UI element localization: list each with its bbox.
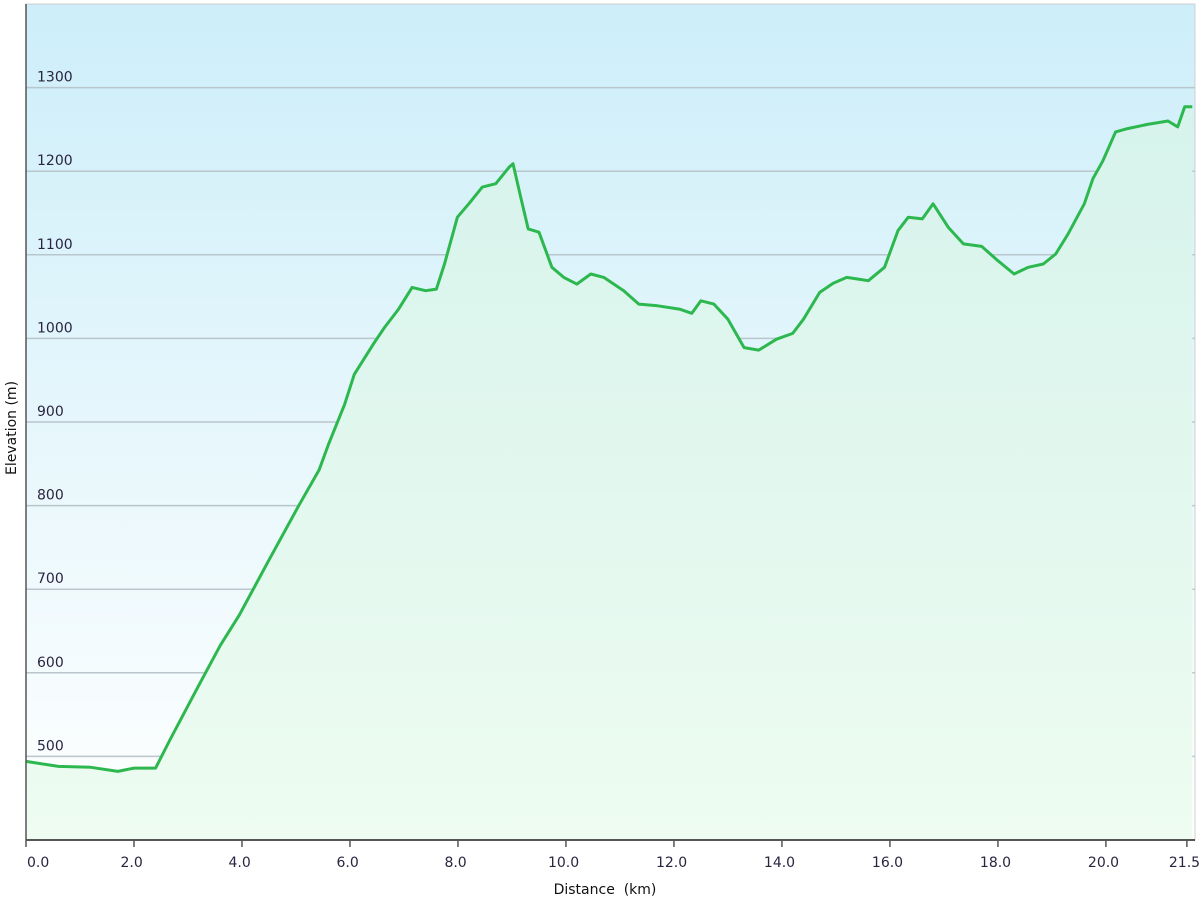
x-tick-label: 6.0 [336,855,358,871]
elevation-line [25,105,1193,773]
x-tick-label: 8.0 [444,855,466,871]
y-tick-label: 1300 [37,70,73,86]
y-tick-label: 800 [37,488,64,504]
y-tick-label: 600 [37,655,64,671]
x-tick-label: 2.0 [120,855,142,871]
y-tick-label: 500 [37,738,64,754]
y-tick-label: 700 [37,571,64,587]
x-axis-ticks: 0.0 2.0 4.0 6.0 8.0 10.0 12.0 14.0 16.0 18.0 20.0 2… [25,840,1200,871]
y-axis-ticks: 500 600 700 800 900 1000 1100 1200 1300 [37,70,73,755]
x-tick-label: 0.0 [27,855,49,871]
y-tick-label: 900 [37,404,64,420]
x-tick-label: 14.0 [764,855,795,871]
y-tick-label: 1200 [37,153,73,169]
x-tick-label: 18.0 [980,855,1011,871]
x-tick-label: 4.0 [228,855,250,871]
x-tick-label: 21.5 [1169,855,1200,871]
elevation-area-fill [26,106,1193,841]
x-tick-label: 12.0 [656,855,687,871]
y-tick-label: 1100 [37,237,73,253]
x-tick-label: 20.0 [1088,855,1119,871]
y-tick-label: 1000 [37,320,73,336]
x-tick-label: 16.0 [872,855,903,871]
y-axis-label: Elevation (m) [4,381,20,475]
x-tick-label: 10.0 [548,855,579,871]
x-axis-label: Distance (km) [554,882,657,898]
